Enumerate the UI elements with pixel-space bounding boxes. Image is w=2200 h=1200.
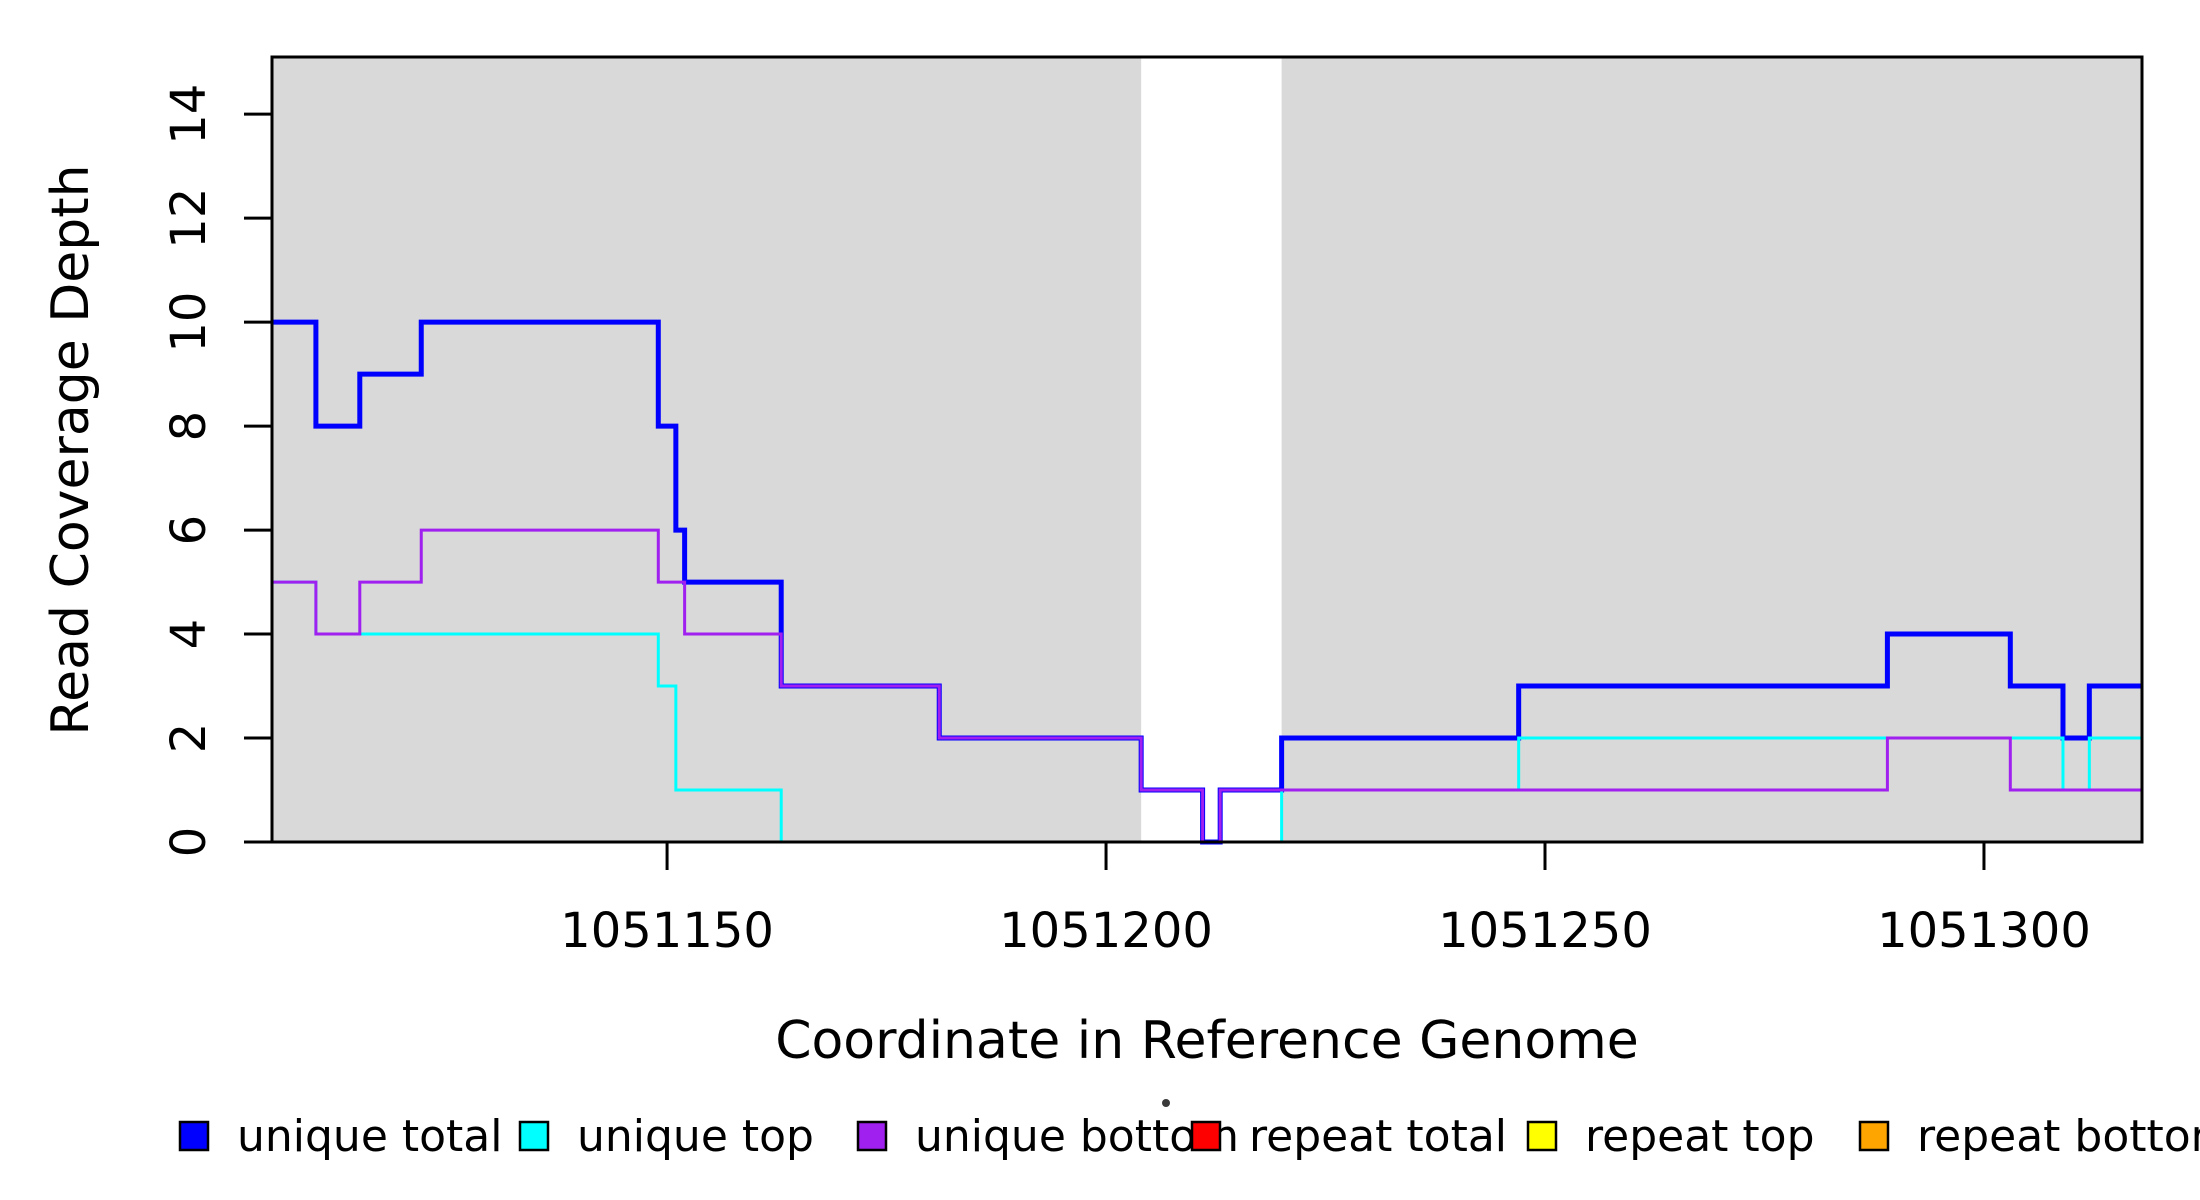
- y-tick-label: 6: [161, 515, 217, 546]
- legend-item-repeat-total: repeat total: [1190, 1111, 1507, 1162]
- y-tick-label: 12: [161, 188, 217, 249]
- legend-swatch: [1858, 1120, 1890, 1152]
- x-tick-label: 1051200: [999, 903, 1213, 959]
- legend-item-label: repeat top: [1585, 1111, 1815, 1162]
- legend-item-repeat-bottom: repeat bottom: [1858, 1111, 2200, 1162]
- legend-item-label: unique top: [577, 1111, 814, 1162]
- plot-box: [270, 55, 2144, 844]
- legend-item-label: repeat bottom: [1917, 1111, 2200, 1162]
- x-tick-label: 1051250: [1438, 903, 1652, 959]
- legend-item-unique-bottom: unique bottom: [856, 1111, 1239, 1162]
- stray-dot: [1162, 1099, 1170, 1107]
- legend-swatch: [1526, 1120, 1558, 1152]
- legend-swatch: [178, 1120, 210, 1152]
- y-axis-title: Read Coverage Depth: [41, 164, 101, 735]
- legend-swatch: [856, 1120, 888, 1152]
- series-unique-bottom: [272, 528, 2142, 844]
- y-tick-label: 2: [161, 723, 217, 754]
- plot-border: [270, 55, 2144, 844]
- y-tick-label: 10: [161, 292, 217, 353]
- legend-swatch: [518, 1120, 550, 1152]
- x-tick-label: 1051150: [560, 903, 774, 959]
- unique-region-right: [1281, 57, 2142, 842]
- y-tick-label: 4: [161, 619, 217, 650]
- legend: unique total unique top unique bottom repea…: [178, 1111, 2200, 1162]
- unique-region-left: [272, 57, 1142, 842]
- x-tick-label: 1051300: [1877, 903, 2091, 959]
- legend-swatch: [1190, 1120, 1222, 1152]
- y-tick-label: 14: [161, 84, 217, 145]
- legend-item-label: unique total: [237, 1111, 502, 1162]
- axis-ticks: [244, 112, 1986, 870]
- y-tick-label: 0: [161, 827, 217, 858]
- legend-item-unique-top: unique top: [518, 1111, 814, 1162]
- y-tick-label: 8: [161, 411, 217, 442]
- legend-item-unique-total: unique total: [178, 1111, 502, 1162]
- axis-tick-labels: 1051150 1051200 1051250 1051300 0 2 4 6 8 10 12 14: [161, 84, 2091, 959]
- x-axis-title: Coordinate in Reference Genome: [775, 1011, 1639, 1071]
- plot-background-regions: [272, 57, 2142, 842]
- legend-item-repeat-top: repeat top: [1526, 1111, 1815, 1162]
- legend-item-label: repeat total: [1249, 1111, 1507, 1162]
- legend-item-label: unique bottom: [915, 1111, 1239, 1162]
